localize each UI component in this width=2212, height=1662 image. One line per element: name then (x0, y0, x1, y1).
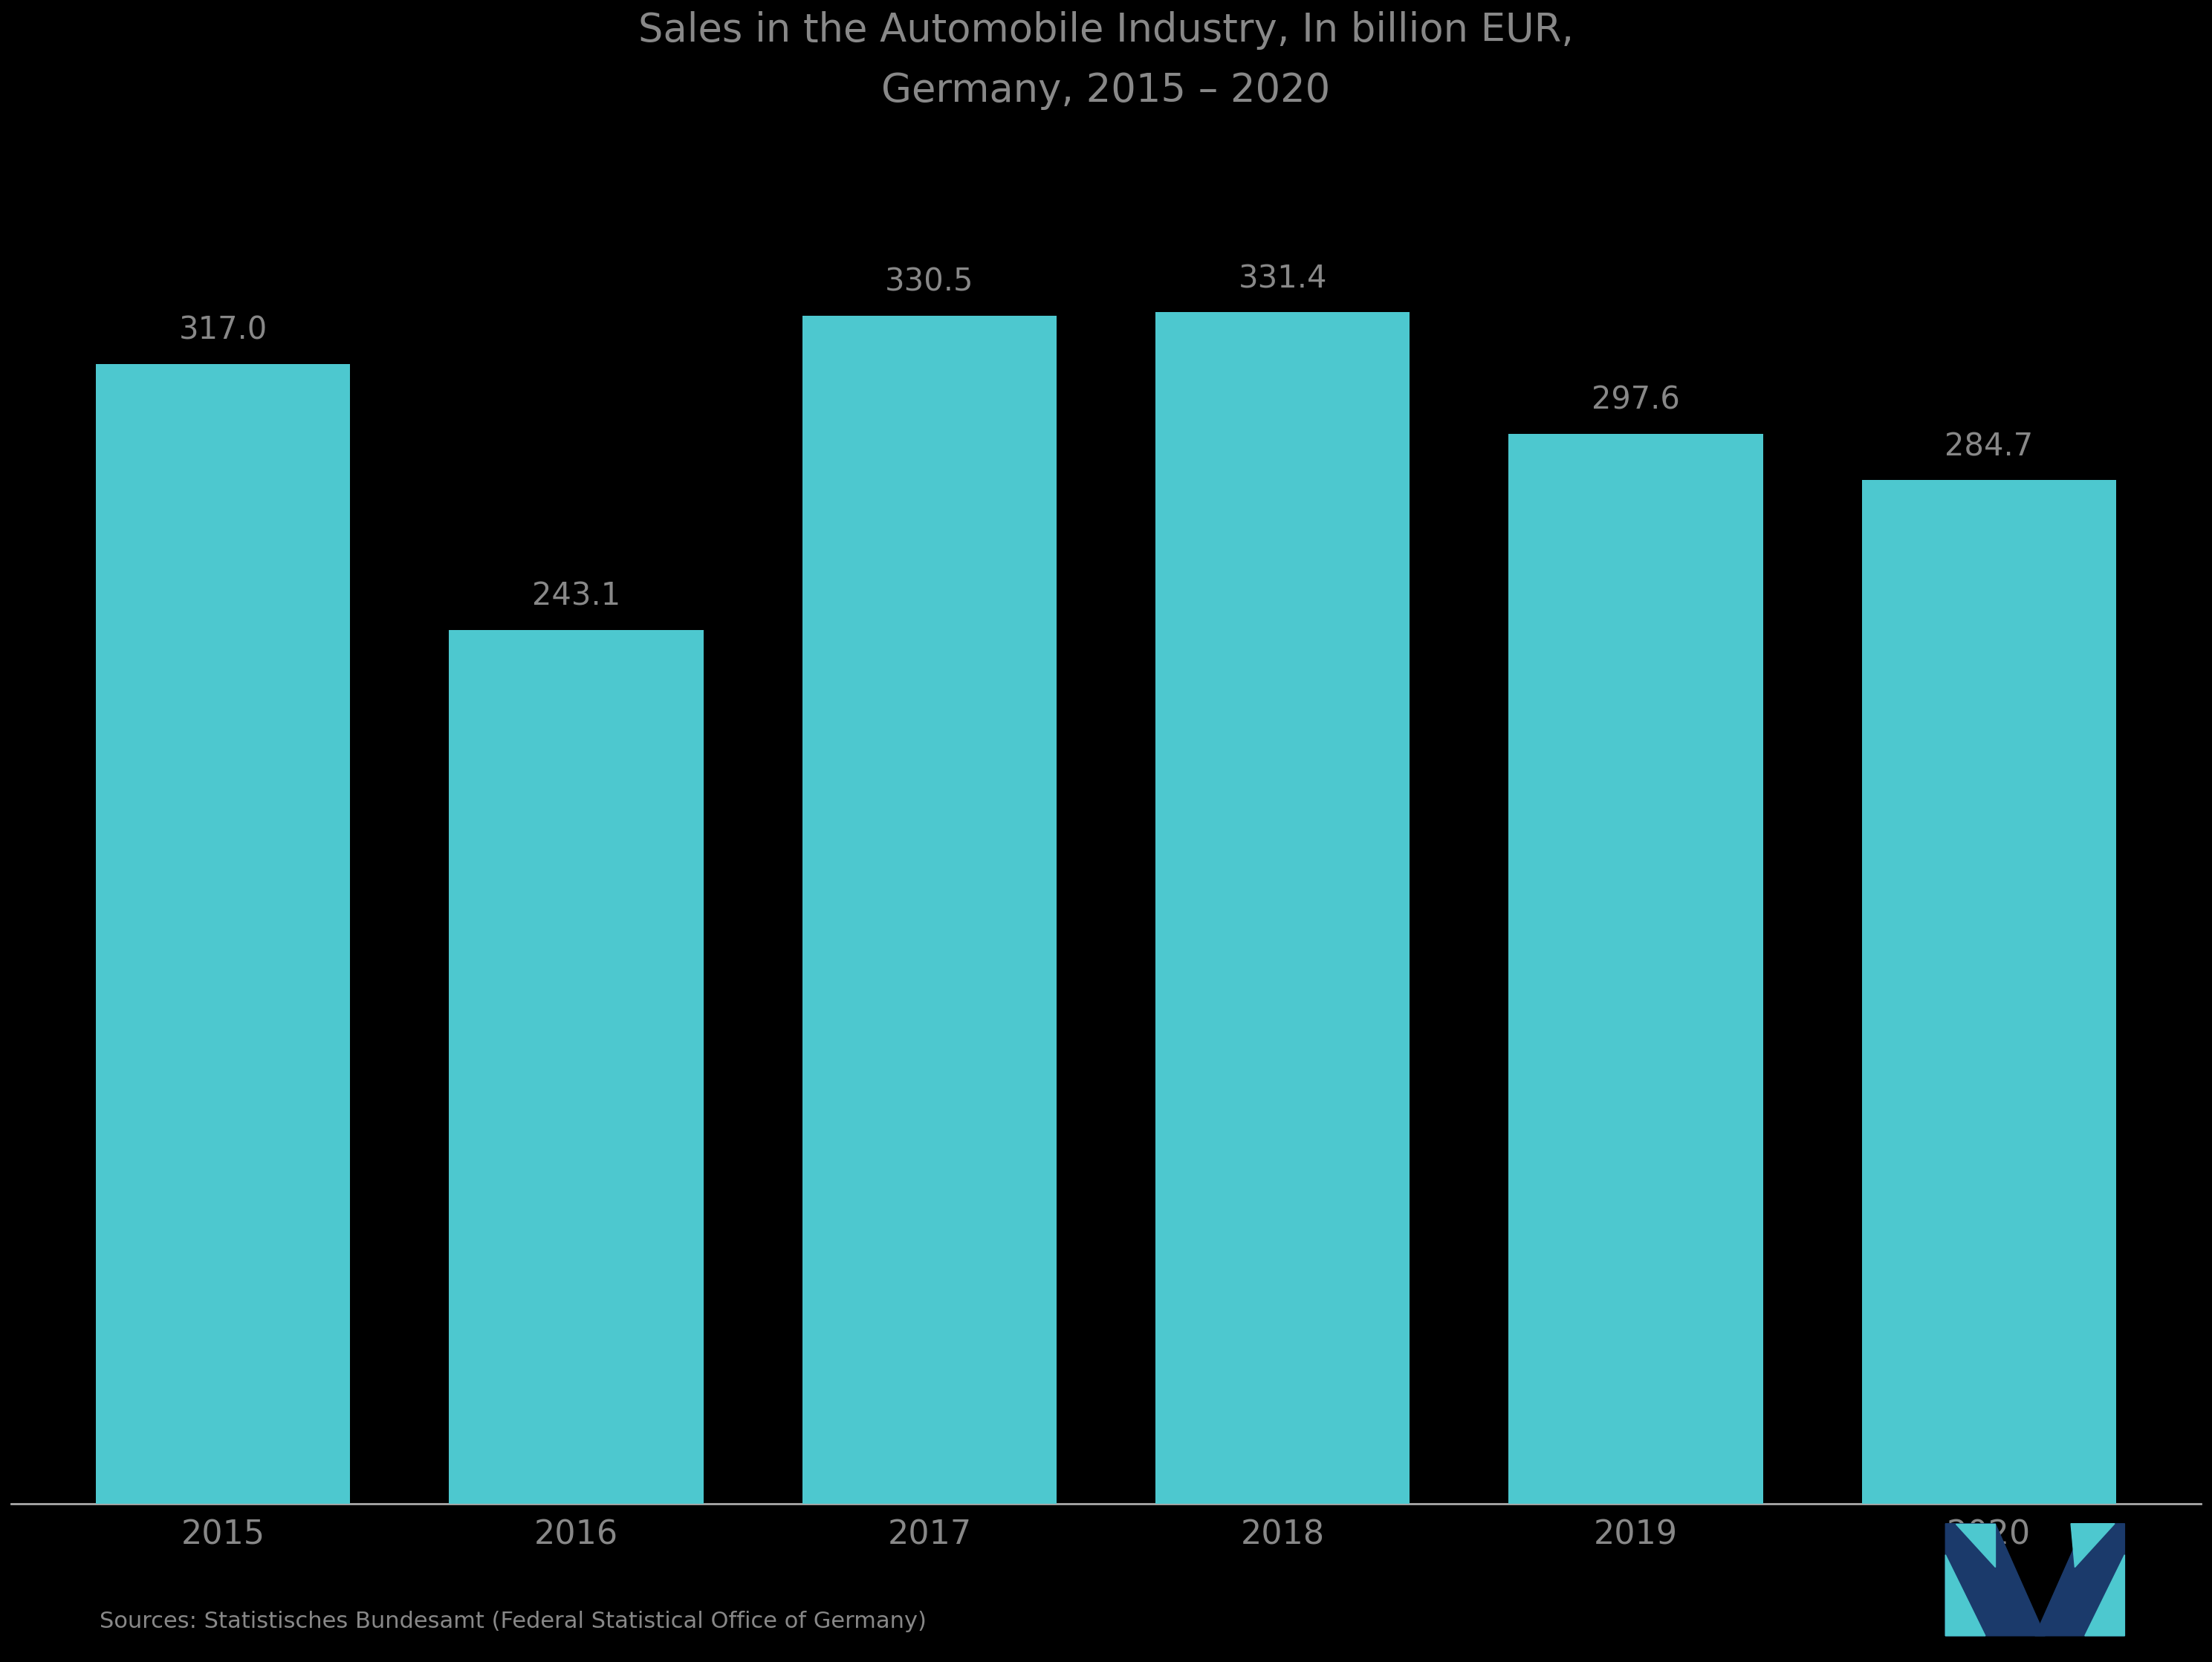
Bar (449, 630, 703, 1504)
Title: Sales in the Automobile Industry, In billion EUR,
Germany, 2015 – 2020: Sales in the Automobile Industry, In bil… (639, 12, 1573, 110)
Text: 297.6: 297.6 (1593, 384, 1679, 416)
Text: 330.5: 330.5 (885, 266, 973, 297)
Polygon shape (1947, 1524, 2044, 1635)
Text: 284.7: 284.7 (1944, 430, 2033, 462)
Text: 331.4: 331.4 (1239, 263, 1327, 294)
Bar (1863, 480, 2117, 1504)
Text: 243.1: 243.1 (531, 580, 622, 612)
Polygon shape (2070, 1524, 2115, 1567)
Bar (95, 364, 349, 1504)
Polygon shape (1955, 1524, 1995, 1567)
Text: 317.0: 317.0 (179, 316, 268, 346)
Polygon shape (1947, 1556, 1986, 1635)
Bar (803, 316, 1057, 1504)
Bar (1509, 434, 1763, 1504)
Text: Sources: Statistisches Bundesamt (Federal Statistical Office of Germany): Sources: Statistisches Bundesamt (Federa… (100, 1610, 927, 1632)
Bar (1155, 312, 1409, 1504)
Polygon shape (2084, 1556, 2124, 1635)
Polygon shape (2035, 1524, 2124, 1635)
